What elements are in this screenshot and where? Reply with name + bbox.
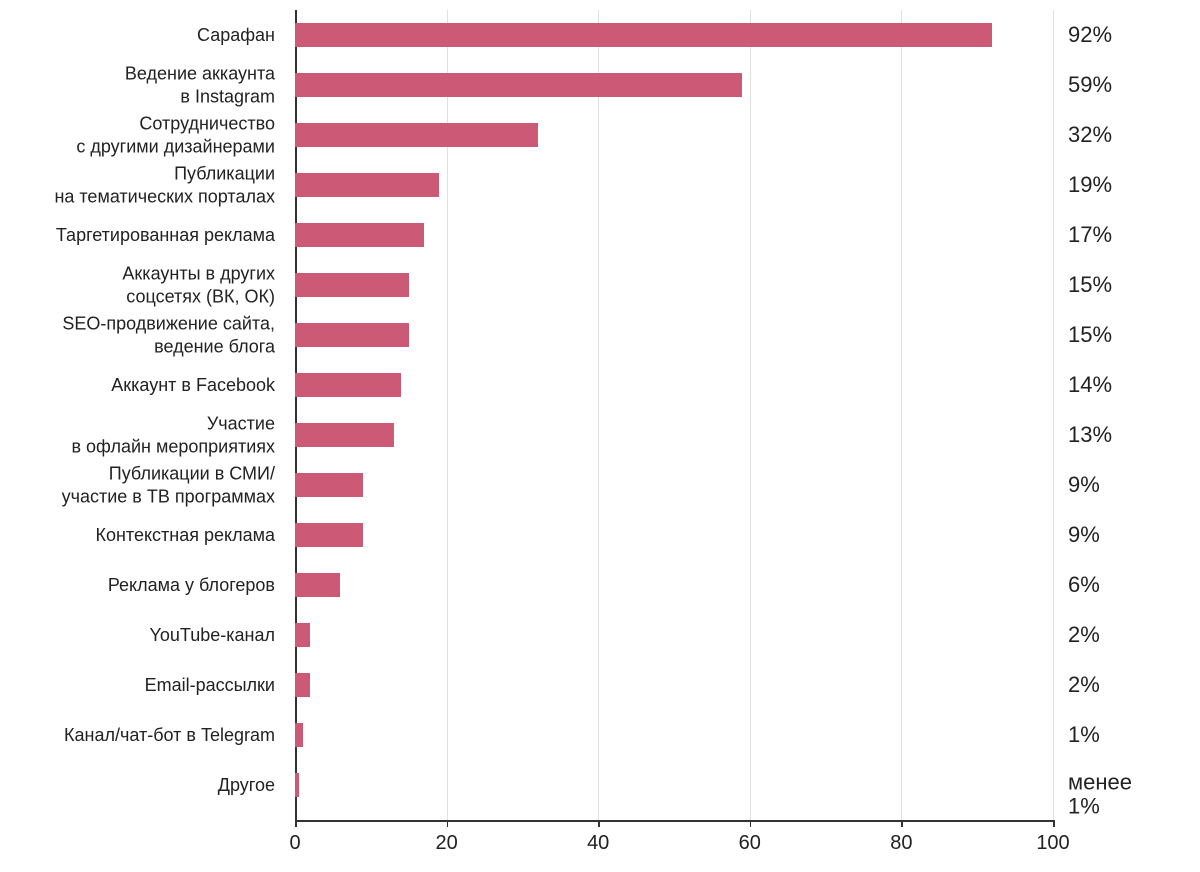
bar (295, 723, 303, 747)
x-tick-label: 60 (739, 832, 761, 855)
bar-row: Контекстная реклама9% (295, 510, 1053, 560)
value-label: 13% (1068, 423, 1112, 447)
bar (295, 323, 409, 347)
bar (295, 623, 310, 647)
category-label: Ведение аккаунтав Instagram (125, 63, 275, 108)
category-label: Публикации в СМИ/участие в ТВ программах (62, 463, 275, 508)
x-tick-label: 20 (435, 832, 457, 855)
value-label: 1% (1068, 723, 1100, 747)
x-tick-label: 100 (1036, 832, 1069, 855)
x-tick-label: 40 (587, 832, 609, 855)
bar-row: Публикации в СМИ/участие в ТВ программах… (295, 460, 1053, 510)
x-tick-label: 0 (289, 832, 300, 855)
category-label: Канал/чат-бот в Telegram (64, 724, 275, 747)
value-label: 2% (1068, 623, 1100, 647)
chart-container: 020406080100Сарафан92%Ведение аккаунтав … (0, 0, 1200, 872)
gridline (1053, 10, 1054, 820)
category-label: Аккаунт в Facebook (111, 374, 275, 397)
bar-row: Таргетированная реклама17% (295, 210, 1053, 260)
bar (295, 273, 409, 297)
bar-row: Реклама у блогеров6% (295, 560, 1053, 610)
bar (295, 673, 310, 697)
bar (295, 23, 992, 47)
bar-row: Другоеменее1% (295, 760, 1053, 810)
bar (295, 373, 401, 397)
bar-row: Участиев офлайн мероприятиях13% (295, 410, 1053, 460)
value-label: 59% (1068, 73, 1112, 97)
bar (295, 423, 394, 447)
value-label: 17% (1068, 223, 1112, 247)
value-label: 92% (1068, 23, 1112, 47)
value-label: 19% (1068, 173, 1112, 197)
category-label: Таргетированная реклама (56, 224, 275, 247)
category-label: Сарафан (197, 24, 275, 47)
bar-row: SEO-продвижение сайта,ведение блога15% (295, 310, 1053, 360)
bar-row: Аккаунты в другихсоцсетях (ВК, ОК)15% (295, 260, 1053, 310)
category-label: Участиев офлайн мероприятиях (71, 413, 275, 458)
value-label: 6% (1068, 573, 1100, 597)
x-tick (1053, 820, 1055, 827)
value-label: 15% (1068, 323, 1112, 347)
bar (295, 773, 299, 797)
bar (295, 523, 363, 547)
bar-row: Публикациина тематических порталах19% (295, 160, 1053, 210)
category-label: Реклама у блогеров (108, 574, 275, 597)
bar-row: Email-рассылки2% (295, 660, 1053, 710)
value-label: менее1% (1068, 770, 1132, 818)
bar-row: Сарафан92% (295, 10, 1053, 60)
value-label: 14% (1068, 373, 1112, 397)
category-label: SEO-продвижение сайта,ведение блога (62, 313, 275, 358)
x-axis (295, 820, 1053, 822)
value-label: 15% (1068, 273, 1112, 297)
value-label: 2% (1068, 673, 1100, 697)
category-label: Сотрудничествос другими дизайнерами (76, 113, 275, 158)
plot-area: 020406080100Сарафан92%Ведение аккаунтав … (295, 10, 1053, 820)
bar (295, 73, 742, 97)
value-label: 32% (1068, 123, 1112, 147)
bar (295, 123, 538, 147)
value-label: 9% (1068, 523, 1100, 547)
bar-row: Ведение аккаунтав Instagram59% (295, 60, 1053, 110)
x-tick-label: 80 (890, 832, 912, 855)
category-label: Контекстная реклама (95, 524, 275, 547)
bar-row: YouTube-канал2% (295, 610, 1053, 660)
category-label: Другое (218, 774, 275, 797)
bar (295, 473, 363, 497)
bar (295, 223, 424, 247)
value-label: 9% (1068, 473, 1100, 497)
bar-row: Канал/чат-бот в Telegram1% (295, 710, 1053, 760)
category-label: Email-рассылки (145, 674, 275, 697)
category-label: Публикациина тематических порталах (54, 163, 275, 208)
category-label: YouTube-канал (150, 624, 275, 647)
category-label: Аккаунты в другихсоцсетях (ВК, ОК) (122, 263, 275, 308)
bar-row: Аккаунт в Facebook14% (295, 360, 1053, 410)
bar (295, 173, 439, 197)
bar (295, 573, 340, 597)
bar-row: Сотрудничествос другими дизайнерами32% (295, 110, 1053, 160)
